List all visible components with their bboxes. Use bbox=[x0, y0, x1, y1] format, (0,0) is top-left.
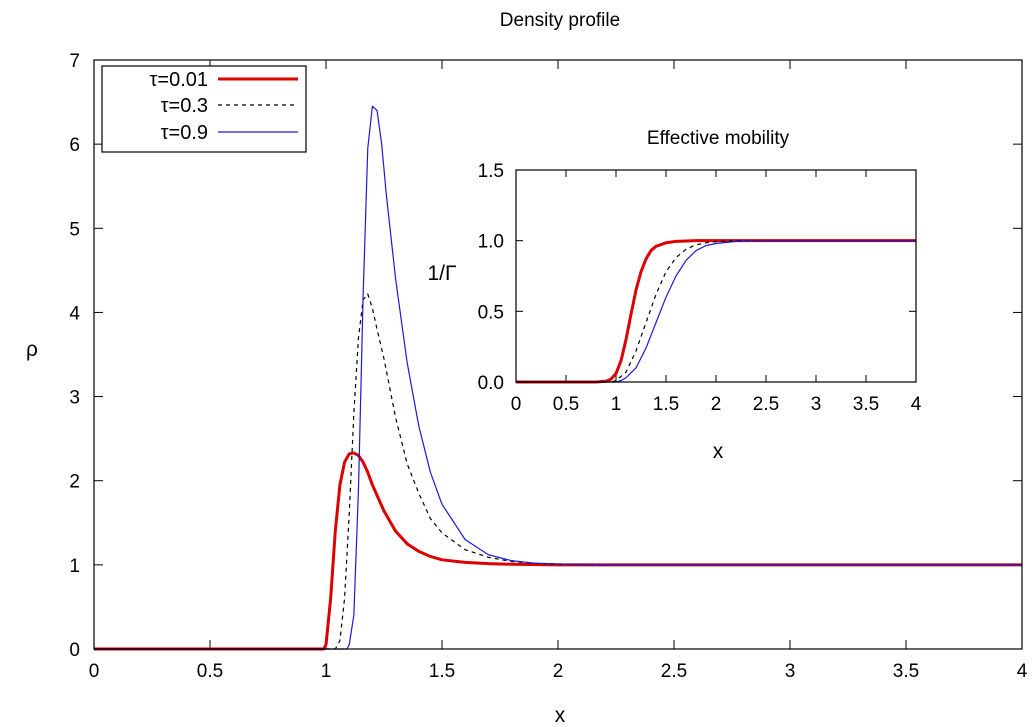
main-plot: Density profile x ρ 0 0.5 1 1.5 2 2.5 3 3.5 4 0 1 2… bbox=[26, 10, 1028, 727]
inset-plot-frame bbox=[515, 169, 917, 383]
inset-x-tick-label: 0 bbox=[511, 394, 522, 415]
inset-x-tick-label: 3 bbox=[811, 394, 822, 415]
inset-x-tick-label: 3.5 bbox=[853, 394, 879, 415]
main-y-tick-label: 6 bbox=[69, 135, 80, 156]
inset-background bbox=[516, 170, 916, 382]
main-y-tick-label: 2 bbox=[69, 472, 80, 493]
main-y-tick-label: 7 bbox=[69, 51, 80, 72]
inset-x-tick-label: 0.5 bbox=[553, 394, 579, 415]
main-x-tick-label: 4 bbox=[1017, 661, 1028, 682]
inset-x-tick-label: 4 bbox=[911, 394, 922, 415]
main-y-tick-label: 5 bbox=[69, 219, 80, 240]
inset-plot: Effective mobility x 1/Γ 0 0.5 1 1.5 2 2.5 3 3.… bbox=[427, 128, 921, 463]
legend: τ=0.01 τ=0.3 τ=0.9 bbox=[101, 65, 307, 153]
main-series-line-0-01 bbox=[94, 451, 1022, 651]
main-x-tick-label: 0 bbox=[89, 661, 100, 682]
main-y-tick-label: 3 bbox=[69, 388, 80, 409]
main-x-tick-label: 2 bbox=[553, 661, 564, 682]
inset-y-tick-label: 1.5 bbox=[478, 161, 504, 182]
inset-x-tick-label: 2.5 bbox=[753, 394, 779, 415]
inset-series-lines bbox=[516, 239, 916, 384]
inset-y-tick-label: 0.5 bbox=[478, 302, 504, 323]
main-series-lines bbox=[94, 105, 1022, 651]
main-x-tick-label: 3.5 bbox=[893, 661, 919, 682]
inset-y-tick-label: 1.0 bbox=[478, 232, 504, 253]
main-y-tick-label: 4 bbox=[69, 303, 80, 324]
main-x-axis-label: x bbox=[555, 704, 566, 727]
main-y-tick-label: 1 bbox=[69, 556, 80, 577]
main-chart-title: Density profile bbox=[500, 10, 620, 31]
inset-axis-ticks: 0 0.5 1 1.5 2 2.5 3 3.5 4 0.0 0.5 1.0 1.5 bbox=[478, 161, 922, 415]
main-y-tick-label: 0 bbox=[69, 640, 80, 661]
inset-y-axis-label: 1/Γ bbox=[427, 262, 456, 285]
legend-label-tau-0-3: τ=0.3 bbox=[161, 95, 208, 117]
main-y-axis-label: ρ bbox=[26, 338, 38, 361]
main-x-tick-label: 2.5 bbox=[661, 661, 687, 682]
inset-series-line-0-01 bbox=[516, 239, 916, 384]
inset-series-line-0-3 bbox=[516, 240, 916, 383]
legend-label-tau-0-01: τ=0.01 bbox=[149, 69, 208, 91]
main-x-tick-label: 0.5 bbox=[197, 661, 223, 682]
main-x-tick-label: 1.5 bbox=[429, 661, 455, 682]
inset-series-line-0-9 bbox=[516, 240, 916, 383]
legend-label-tau-0-9: τ=0.9 bbox=[161, 122, 208, 144]
main-axis-ticks: 0 0.5 1 1.5 2 2.5 3 3.5 4 0 1 2 3 4 5 6 7 bbox=[69, 51, 1027, 682]
main-x-tick-label: 1 bbox=[321, 661, 332, 682]
main-series-line-0-3 bbox=[94, 293, 1022, 650]
main-plot-frame bbox=[93, 59, 1023, 650]
inset-x-tick-label: 1.5 bbox=[653, 394, 679, 415]
main-series-line-0-9 bbox=[94, 105, 1022, 650]
inset-x-axis-label: x bbox=[713, 440, 724, 463]
inset-y-tick-label: 0.0 bbox=[478, 373, 504, 394]
inset-chart-title: Effective mobility bbox=[647, 128, 790, 149]
inset-x-tick-label: 1 bbox=[611, 394, 622, 415]
inset-x-tick-label: 2 bbox=[711, 394, 722, 415]
main-x-tick-label: 3 bbox=[785, 661, 796, 682]
